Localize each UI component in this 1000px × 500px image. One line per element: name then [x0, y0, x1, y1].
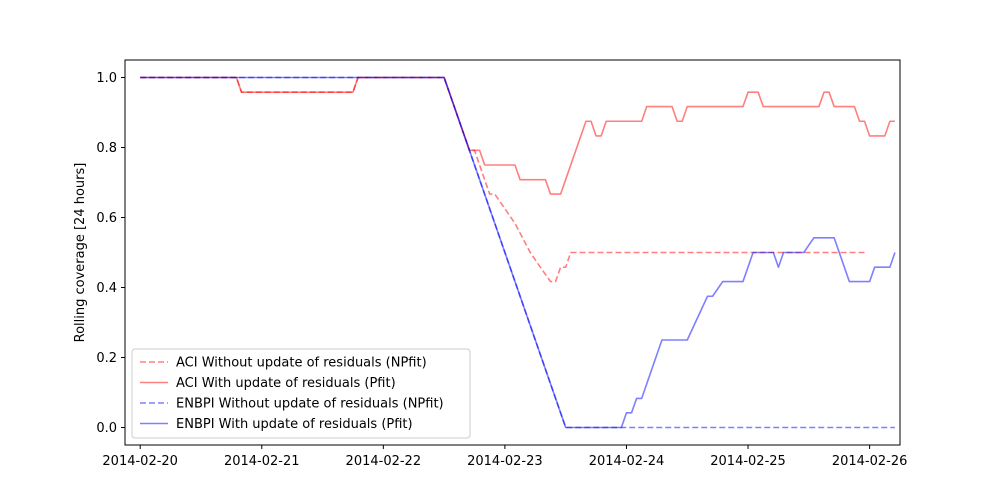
y-tick-label: 0.0: [96, 421, 117, 436]
y-tick-label: 0.4: [96, 281, 117, 296]
legend-entry: ACI Without update of residuals (NPfit): [176, 356, 427, 371]
legend-box: [131, 348, 471, 439]
series-line-4: [140, 76, 896, 429]
legend-entry: ENBPI Without update of residuals (NPfit…: [176, 397, 444, 412]
series-layer: [140, 76, 896, 429]
y-tick-label: 1.0: [96, 71, 117, 86]
legend: ACI Without update of residuals (NPfit) A…: [131, 348, 471, 439]
x-tick-label: 2014-02-22: [346, 454, 422, 469]
legend-entry: ENBPI With update of residuals (Pfit): [176, 417, 413, 432]
plot-frame: [124, 59, 901, 446]
y-tick-label: 0.6: [96, 211, 117, 226]
legend-entry: ACI With update of residuals (Pfit): [176, 376, 396, 391]
x-axis: 2014-02-20 2014-02-21 2014-02-22 2014-02-23…: [102, 445, 907, 469]
x-tick-label: 2014-02-26: [832, 454, 908, 469]
x-tick-label: 2014-02-20: [102, 454, 178, 469]
y-axis: 0.0 0.2 0.4 0.6 0.8 1.0: [96, 71, 125, 436]
series-line-1: [140, 76, 865, 283]
x-tick-label: 2014-02-23: [467, 454, 543, 469]
y-tick-label: 0.8: [96, 141, 117, 156]
x-tick-label: 2014-02-21: [224, 454, 300, 469]
y-axis-label: Rolling coverage [24 hours]: [73, 163, 88, 343]
series-line-2: [140, 76, 895, 195]
x-tick-label: 2014-02-24: [589, 454, 665, 469]
x-tick-label: 2014-02-25: [710, 454, 786, 469]
y-tick-label: 0.2: [96, 351, 117, 366]
